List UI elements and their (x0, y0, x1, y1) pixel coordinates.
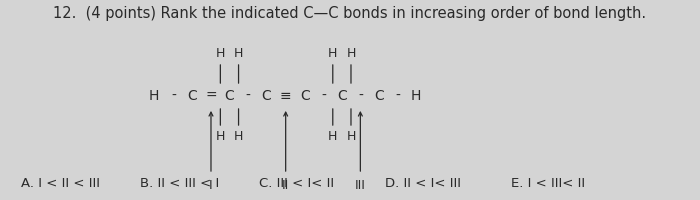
Text: I: I (209, 179, 213, 192)
Text: C: C (188, 89, 197, 103)
Text: A. I < II < III: A. I < II < III (21, 177, 100, 190)
Text: -: - (172, 89, 176, 103)
Text: -: - (395, 89, 400, 103)
Text: ≡: ≡ (280, 89, 291, 103)
Text: H: H (234, 47, 243, 60)
Text: H: H (328, 130, 337, 143)
Text: H: H (234, 130, 243, 143)
Text: -: - (321, 89, 326, 103)
Text: II: II (282, 179, 289, 192)
Text: H: H (216, 130, 225, 143)
Text: C: C (262, 89, 272, 103)
Text: -: - (358, 89, 363, 103)
Text: H: H (328, 47, 337, 60)
Text: =: = (205, 89, 217, 103)
Text: H: H (346, 130, 356, 143)
Text: H: H (346, 47, 356, 60)
Text: -: - (246, 89, 251, 103)
Text: C. III < I< II: C. III < I< II (259, 177, 334, 190)
Text: H: H (411, 89, 421, 103)
Text: III: III (355, 179, 366, 192)
Text: C: C (374, 89, 384, 103)
Text: D. II < I< III: D. II < I< III (385, 177, 461, 190)
Text: E. I < III< II: E. I < III< II (511, 177, 585, 190)
Text: C: C (337, 89, 346, 103)
Text: 12.  (4 points) Rank the indicated C—C bonds in increasing order of bond length.: 12. (4 points) Rank the indicated C—C bo… (53, 6, 647, 21)
Text: H: H (149, 89, 159, 103)
Text: H: H (216, 47, 225, 60)
Text: C: C (225, 89, 235, 103)
Text: B. II < III < I: B. II < III < I (140, 177, 219, 190)
Text: C: C (300, 89, 310, 103)
